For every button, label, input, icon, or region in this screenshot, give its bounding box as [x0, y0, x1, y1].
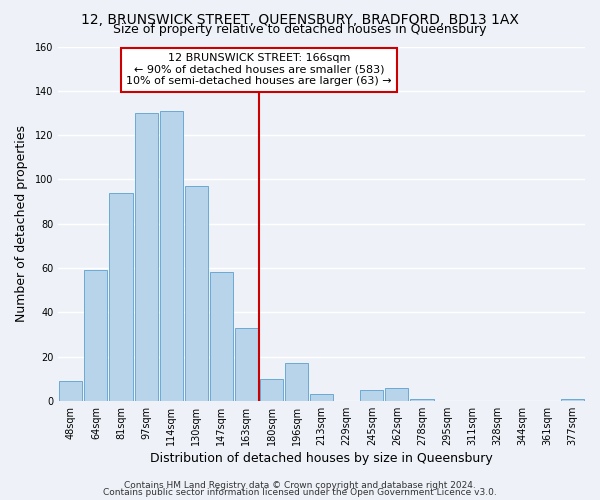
Bar: [185, 186, 208, 401]
Text: 12, BRUNSWICK STREET, QUEENSBURY, BRADFORD, BD13 1AX: 12, BRUNSWICK STREET, QUEENSBURY, BRADFO…: [81, 12, 519, 26]
Bar: [260, 378, 283, 401]
Bar: [160, 110, 183, 401]
Bar: [385, 388, 409, 401]
Y-axis label: Number of detached properties: Number of detached properties: [15, 125, 28, 322]
Bar: [210, 272, 233, 401]
X-axis label: Distribution of detached houses by size in Queensbury: Distribution of detached houses by size …: [150, 452, 493, 465]
Bar: [561, 398, 584, 401]
Bar: [410, 398, 434, 401]
Bar: [310, 394, 333, 401]
Bar: [59, 381, 82, 401]
Bar: [85, 270, 107, 401]
Text: Size of property relative to detached houses in Queensbury: Size of property relative to detached ho…: [113, 22, 487, 36]
Bar: [360, 390, 383, 401]
Bar: [235, 328, 258, 401]
Bar: [285, 363, 308, 401]
Text: Contains HM Land Registry data © Crown copyright and database right 2024.: Contains HM Land Registry data © Crown c…: [124, 480, 476, 490]
Text: 12 BRUNSWICK STREET: 166sqm
← 90% of detached houses are smaller (583)
10% of se: 12 BRUNSWICK STREET: 166sqm ← 90% of det…: [126, 53, 392, 86]
Bar: [134, 113, 158, 401]
Text: Contains public sector information licensed under the Open Government Licence v3: Contains public sector information licen…: [103, 488, 497, 497]
Bar: [109, 192, 133, 401]
